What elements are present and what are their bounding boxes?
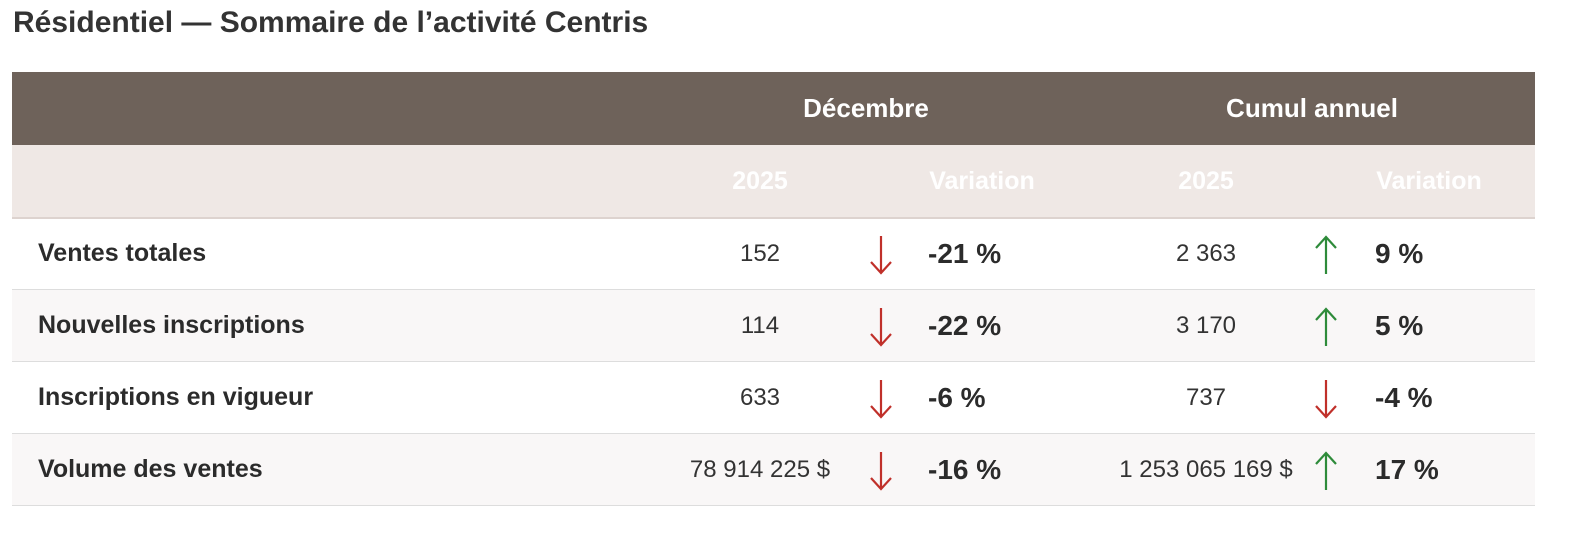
arrow-down — [869, 306, 893, 348]
value: 152 — [739, 239, 781, 267]
sub-label: 2025 — [732, 166, 788, 195]
table-row: Volume des ventes 78 914 225 $ -16 % 1 2… — [12, 434, 1535, 506]
sub-label: 2025 — [1178, 166, 1234, 195]
variation: -16 % — [928, 453, 1002, 485]
value: 3 170 — [1175, 311, 1237, 339]
sub-label: Variation — [929, 166, 1035, 195]
value: 78 914 225 $ — [689, 455, 831, 483]
variation: -6 % — [928, 381, 986, 413]
value: 2 363 — [1175, 239, 1237, 267]
sub-header: 2025 Variation 2025 Variation — [12, 145, 1535, 219]
arrow-down — [869, 234, 893, 276]
variation: -21 % — [928, 237, 1002, 269]
arrow-down — [869, 450, 893, 492]
page-title: Résidentiel — Sommaire de l’activité Cen… — [13, 6, 649, 39]
table-row: Inscriptions en vigueur 633 -6 % 737 -4 … — [12, 362, 1535, 434]
table-row: Nouvelles inscriptions 114 -22 % 3 170 5… — [12, 290, 1535, 362]
row-label: Inscriptions en vigueur — [38, 383, 314, 411]
variation: 9 % — [1375, 237, 1424, 269]
variation: -4 % — [1375, 381, 1433, 413]
group-label: Décembre — [803, 93, 929, 123]
arrow-up — [1314, 450, 1338, 492]
value: 114 — [740, 311, 780, 339]
arrow-down — [869, 378, 893, 420]
arrow-up — [1314, 234, 1338, 276]
value: 1 253 065 169 $ — [1119, 455, 1293, 483]
variation: 5 % — [1375, 309, 1424, 341]
sub-label: Variation — [1376, 166, 1482, 195]
table-row: Ventes totales 152 -21 % 2 363 9 % — [12, 218, 1535, 290]
variation: 17 % — [1375, 453, 1439, 485]
group-header: Décembre Cumul annuel — [12, 72, 1535, 145]
row-label: Nouvelles inscriptions — [38, 311, 305, 339]
value: 737 — [1185, 383, 1227, 411]
value: 633 — [739, 383, 781, 411]
variation: -22 % — [928, 309, 1002, 341]
arrow-down — [1314, 378, 1338, 420]
row-label: Volume des ventes — [38, 455, 263, 483]
group-label: Cumul annuel — [1226, 93, 1398, 123]
row-label: Ventes totales — [38, 239, 207, 267]
arrow-up — [1314, 306, 1338, 348]
